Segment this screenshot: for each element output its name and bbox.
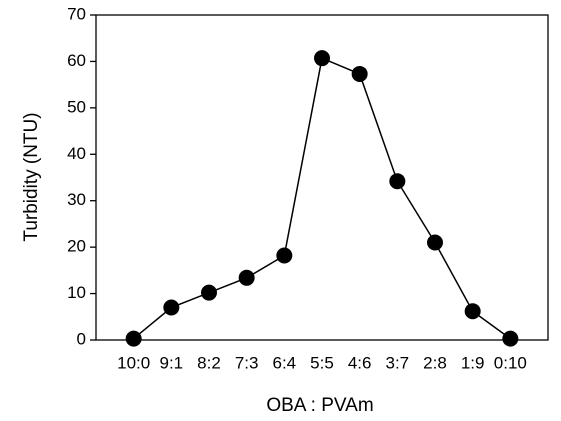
x-tick-label: 3:7 (386, 353, 410, 372)
x-tick-label: 4:6 (348, 353, 372, 372)
marker (351, 65, 368, 82)
y-tick-label: 40 (67, 144, 86, 163)
x-axis-label: OBA : PVAm (266, 395, 373, 416)
marker (427, 234, 443, 251)
x-tick-label: 0:10 (494, 353, 527, 372)
y-tick-label: 50 (67, 97, 86, 116)
x-tick-label: 2:8 (423, 353, 447, 372)
y-axis-label: Turbidity (NTU) (21, 112, 42, 241)
y-tick-label: 0 (77, 329, 86, 348)
y-tick-label: 20 (67, 237, 86, 256)
y-tick-label: 10 (67, 283, 86, 302)
y-tick-label: 30 (67, 190, 86, 209)
y-tick-label: 70 (67, 4, 86, 23)
marker (314, 50, 330, 67)
marker (201, 284, 217, 301)
marker (389, 173, 406, 190)
marker (464, 303, 481, 320)
x-tick-label: 9:1 (160, 353, 184, 372)
marker (163, 299, 180, 316)
x-tick-label: 5:5 (310, 353, 334, 372)
x-tick-label: 1:9 (461, 353, 485, 372)
marker (502, 330, 519, 347)
plot-frame (95, 14, 549, 341)
x-tick-label: 7:3 (235, 353, 259, 372)
marker (238, 269, 255, 286)
x-tick-label: 6:4 (273, 353, 297, 372)
marker (125, 330, 142, 347)
marker (276, 247, 293, 264)
line (133, 57, 511, 340)
x-tick-label: 8:2 (197, 353, 221, 372)
x-tick-label: 10:0 (117, 353, 150, 372)
y-tick-label: 60 (67, 51, 86, 70)
